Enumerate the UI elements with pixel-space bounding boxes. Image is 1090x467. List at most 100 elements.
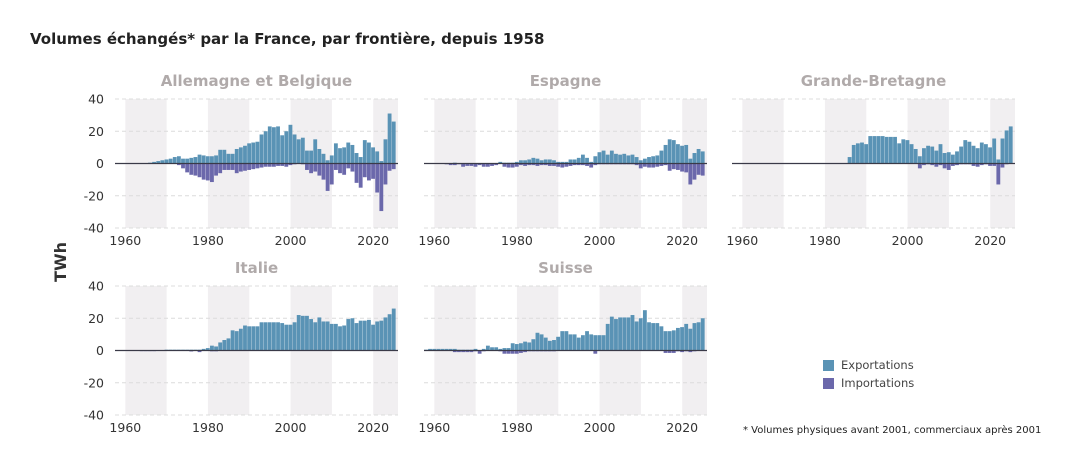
x-tick-label: 2000 [275,233,307,248]
export-bar [901,139,906,164]
export-bar [498,348,503,351]
export-bar [700,318,705,351]
export-bar [539,160,544,164]
export-bar [609,316,614,351]
import-bar [469,350,474,353]
import-bar [564,163,569,167]
import-bar [955,163,959,166]
y-tick-label: 0 [96,343,104,358]
export-bar [585,331,589,351]
import-bar [338,163,342,174]
export-bar [959,146,964,164]
export-bar [680,327,684,351]
export-bar [888,136,893,164]
import-bar [971,163,976,166]
export-bar [156,161,161,164]
exports-swatch [823,359,834,371]
export-bar [626,317,631,351]
export-bar [647,322,651,351]
export-bar [185,158,190,164]
export-bar [576,157,581,164]
export-bar [860,142,864,164]
panel-title: Grande-Bretagne [801,72,947,90]
export-bar [205,156,210,164]
export-bar [601,150,606,164]
import-bar [181,163,185,169]
import-bar [477,163,482,166]
legend-item-exports[interactable]: Exportations [823,356,914,374]
export-bar [564,331,569,351]
export-bar [329,155,334,164]
import-bar [692,163,697,180]
import-bar [346,163,351,169]
export-bar [243,325,247,351]
export-bar [210,156,214,164]
import-bar [502,163,507,167]
y-axis-label: TWh [51,242,70,282]
export-bar [864,144,869,164]
export-bar [259,322,264,351]
export-bar [284,324,289,351]
export-bar [692,153,697,164]
y-tick-label: -20 [84,375,104,390]
export-bar [680,145,684,164]
export-bar [634,157,639,164]
export-bar [547,340,552,351]
import-bar [329,163,334,185]
import-bar [684,163,689,173]
import-bar [465,350,470,353]
import-bar [934,163,939,167]
export-bar [938,144,943,164]
y-tick-label: 40 [88,92,104,107]
export-bar [535,332,540,351]
export-bar [667,331,672,351]
import-bar [238,163,243,172]
import-bar [457,350,461,353]
export-bar [160,160,165,164]
export-bar [576,337,581,351]
legend: Exportations Importations [823,356,914,392]
x-tick-label: 2000 [584,420,616,435]
export-bar [164,159,169,164]
import-bar [659,163,664,166]
export-bar [288,124,293,164]
export-bar [642,310,647,351]
x-tick-label: 1980 [192,420,224,435]
x-tick-label: 1980 [192,233,224,248]
export-bar [556,336,561,351]
x-tick-label: 1960 [726,233,758,248]
import-bar [671,350,676,353]
import-bar [255,163,260,169]
import-bar [452,350,457,353]
export-bar [371,324,375,351]
import-bar [469,163,474,166]
legend-item-imports[interactable]: Importations [823,374,914,392]
export-bar [950,154,955,164]
import-bar [485,163,490,167]
export-bar [651,323,656,351]
export-bar [614,153,618,164]
export-bar [601,335,606,351]
export-bar [383,317,388,351]
export-bar [700,151,705,164]
export-bar [280,135,285,164]
x-tick-label: 1980 [501,233,533,248]
export-bar [251,142,256,164]
import-bar [663,350,668,353]
export-bar [296,315,301,351]
import-bar [367,163,371,181]
export-bar [309,150,314,164]
export-bar [988,147,992,164]
export-bar [267,126,272,164]
import-bar [523,350,527,353]
export-bar [597,335,602,351]
export-bar [1008,126,1013,164]
export-bar [979,142,984,164]
import-bar [234,163,239,174]
import-bar [371,163,375,179]
export-bar [300,137,305,164]
export-bar [913,148,918,164]
export-bar [684,144,689,164]
export-bar [214,155,218,164]
export-bar [259,134,264,164]
